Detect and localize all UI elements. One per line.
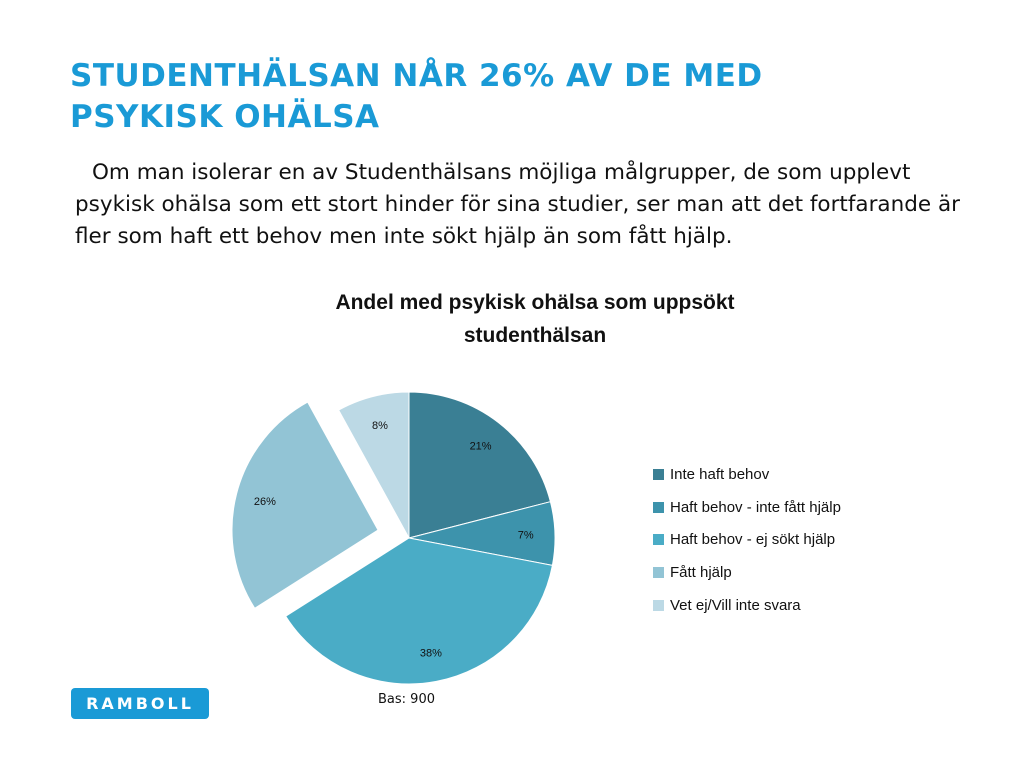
slide-title: STUDENTHÄLSAN NÅR 26% AV DE MED PSYKISK … bbox=[70, 56, 970, 138]
legend-label: Haft behov - ej sökt hjälp bbox=[670, 531, 836, 549]
pie-data-label-2: 7% bbox=[518, 529, 534, 541]
chart-title-line-2: studenthälsan bbox=[463, 324, 607, 347]
legend-swatch bbox=[653, 534, 664, 546]
legend-label: Haft behov - inte fått hjälp bbox=[670, 498, 841, 516]
legend-item-5: Vet ej/Vill inte svara bbox=[653, 589, 841, 622]
slide-title-line-2: PSYKISK OHÄLSA bbox=[70, 99, 380, 135]
legend-item-1: Inte haft behov bbox=[653, 458, 841, 491]
pie-slice-5 bbox=[337, 391, 410, 539]
chart-title: Andel med psykisk ohälsa som uppsökt stu… bbox=[290, 286, 780, 352]
pie-slice-4 bbox=[231, 401, 379, 609]
legend-swatch bbox=[653, 468, 664, 480]
legend-swatch bbox=[653, 501, 664, 513]
legend-label: Inte haft behov bbox=[670, 465, 770, 483]
chart-title-line-1: Andel med psykisk ohälsa som uppsökt bbox=[335, 291, 735, 314]
ramboll-logo: RAMBOLL bbox=[71, 688, 209, 719]
legend-swatch bbox=[653, 566, 664, 578]
pie-data-label-5: 8% bbox=[372, 420, 388, 432]
pie-data-label-3: 38% bbox=[420, 648, 442, 660]
slide-title-line-1: STUDENTHÄLSAN NÅR 26% AV DE MED bbox=[70, 58, 763, 94]
base-note: Bas: 900 bbox=[378, 692, 435, 707]
legend-item-3: Haft behov - ej sökt hjälp bbox=[653, 523, 841, 556]
pie-slice-3 bbox=[285, 537, 553, 685]
body-text: Om man isolerar en av Studenthälsans möj… bbox=[75, 160, 960, 249]
legend-item-4: Fått hjälp bbox=[653, 556, 841, 589]
legend-swatch bbox=[653, 599, 664, 611]
legend-item-2: Haft behov - inte fått hjälp bbox=[653, 491, 841, 524]
pie-data-label-1: 21% bbox=[470, 441, 492, 453]
pie-slice-1 bbox=[408, 391, 552, 539]
legend-label: Vet ej/Vill inte svara bbox=[670, 596, 801, 614]
chart-legend: Inte haft behov Haft behov - inte fått hj… bbox=[653, 458, 841, 621]
pie-data-label-4: 26% bbox=[254, 496, 276, 508]
legend-label: Fått hjälp bbox=[670, 563, 732, 581]
